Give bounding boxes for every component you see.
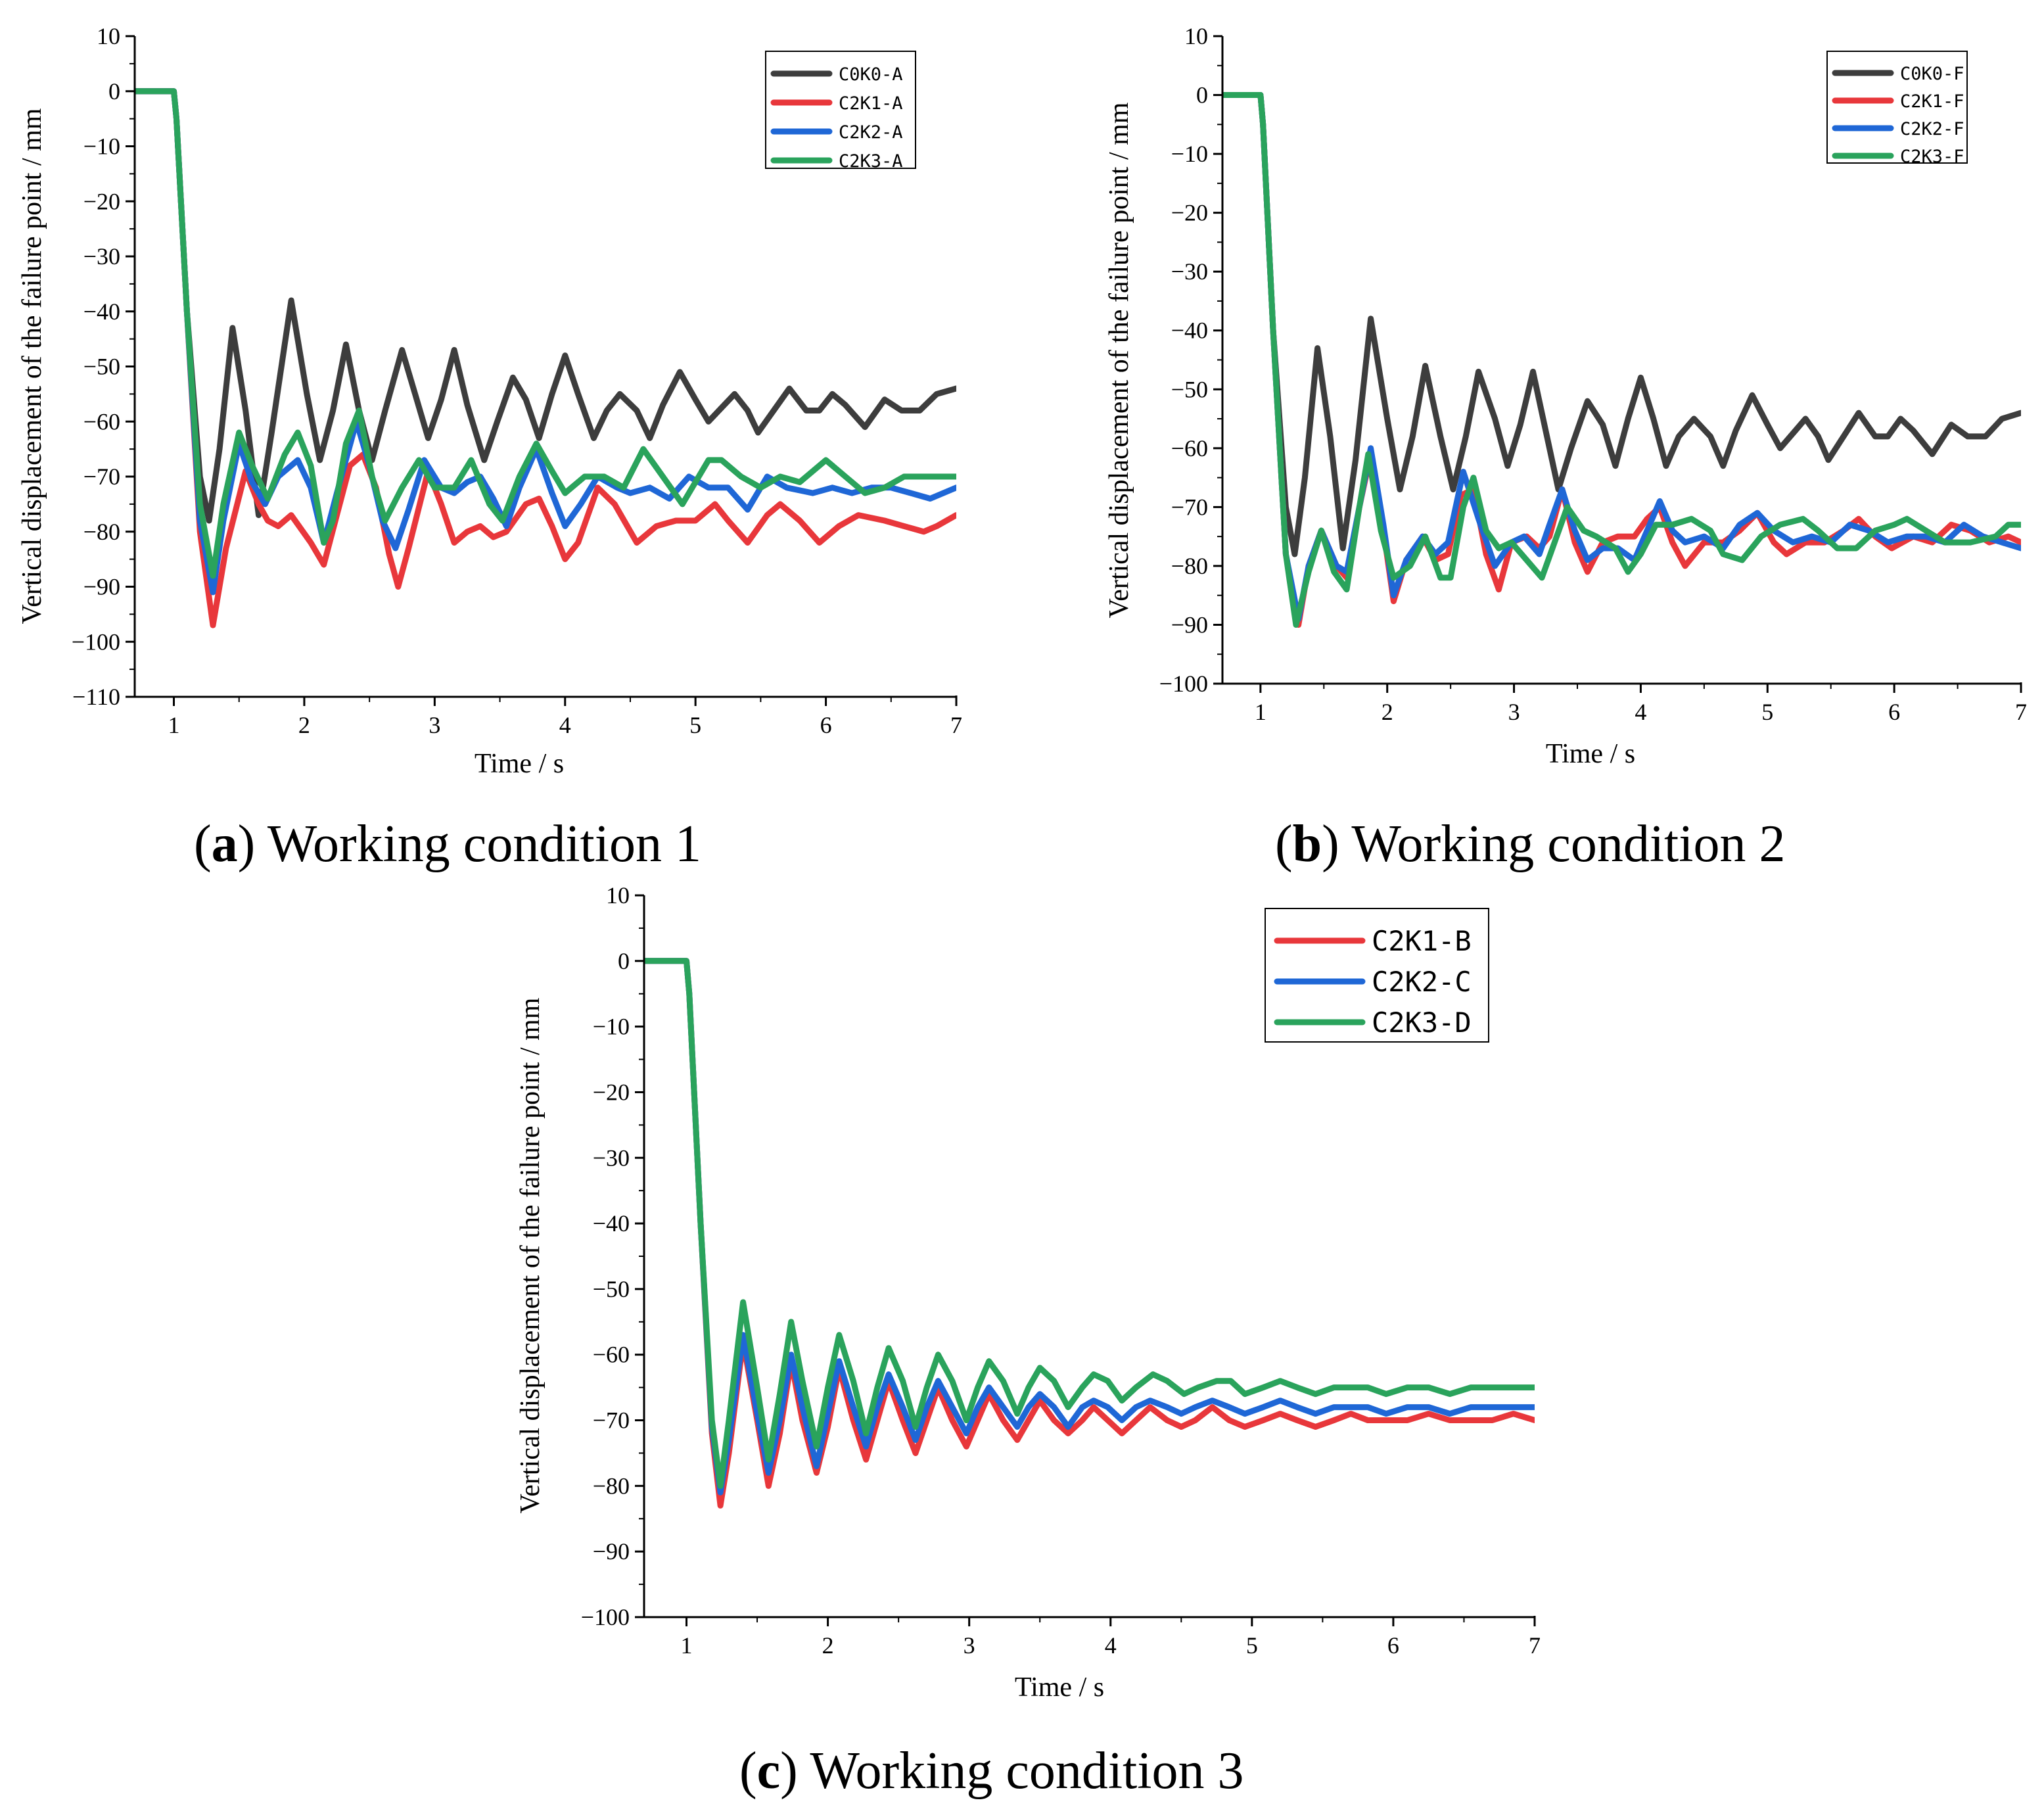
x-tick-label: 1	[168, 712, 180, 738]
y-axis-title: Vertical displacement of the failure poi…	[515, 997, 546, 1513]
x-tick-label: 2	[822, 1632, 834, 1659]
caption-b: (b) Working condition 2	[1275, 815, 1786, 873]
y-tick-label: −30	[1171, 258, 1208, 285]
y-tick-label: −30	[83, 243, 120, 270]
x-tick-label: 4	[559, 712, 571, 738]
y-axis-title: Vertical displacement of the failure poi…	[1104, 102, 1134, 618]
caption-a: (a) Working condition 1	[194, 815, 701, 873]
caption-c: (c) Working condition 3	[739, 1742, 1244, 1800]
y-tick-label: −40	[1171, 318, 1208, 344]
x-axis-title: Time / s	[1015, 1672, 1104, 1703]
y-tick-label: −70	[593, 1407, 630, 1434]
y-tick-label: −80	[83, 519, 120, 545]
series-line-C2K2-A	[135, 88, 956, 596]
x-tick-label: 7	[950, 712, 962, 738]
x-tick-label: 2	[1382, 699, 1393, 725]
y-tick-label: 0	[618, 948, 630, 974]
legend-box	[1826, 51, 1968, 164]
y-tick-label: −10	[83, 133, 120, 160]
series-line-C2K1-A	[135, 88, 956, 628]
legend-label: C2K2-F	[1900, 119, 1964, 139]
x-tick-label: 7	[2015, 699, 2027, 725]
y-tick-label: −20	[1171, 200, 1208, 226]
y-tick-label: −100	[581, 1604, 630, 1630]
series-group	[644, 958, 1535, 1509]
x-tick-label: 4	[1105, 1632, 1117, 1659]
series-line-C2K3-A	[135, 88, 956, 579]
y-tick-label: −40	[593, 1210, 630, 1237]
series-line-C2K2-C	[644, 958, 1535, 1496]
legend: C0K0-F C2K1-F C2K2-F C2K3-F	[1826, 51, 1968, 167]
series-line-C2K3-F	[1222, 92, 2021, 628]
legend-label: C2K3-A	[839, 151, 903, 172]
legend-label: C0K0-A	[839, 64, 903, 85]
legend-label: C0K0-F	[1900, 64, 1964, 84]
x-tick-label: 3	[964, 1632, 975, 1659]
x-tick-label: 1	[681, 1632, 693, 1659]
x-tick-label: 6	[1888, 699, 1900, 725]
series-line-C0K0-A	[135, 88, 956, 524]
y-tick-label: −90	[593, 1538, 630, 1565]
y-tick-label: −20	[593, 1079, 630, 1105]
y-tick-label: 10	[606, 882, 630, 908]
y-tick-label: −60	[83, 408, 120, 435]
y-tick-label: −80	[593, 1473, 630, 1499]
series-line-C0K0-F	[1222, 92, 2021, 557]
chart-panel-b: 10 0 −10 −20 −30 −40 −50 −60 −70 −80 −90 −100 1 2 3 4 5 6…	[1104, 23, 2027, 769]
y-tick-label: −50	[83, 354, 120, 380]
y-tick-label: −110	[72, 684, 120, 710]
y-tick-label: −100	[1159, 671, 1208, 697]
y-tick-label: −70	[1171, 494, 1208, 520]
y-tick-label: −60	[1171, 435, 1208, 461]
series-group	[1222, 92, 2021, 628]
y-tick-label: −10	[1171, 141, 1208, 167]
legend-label: C2K2-C	[1372, 966, 1472, 998]
y-tick-label: −50	[1171, 376, 1208, 402]
legend-label: C2K1-B	[1372, 925, 1472, 957]
y-tick-label: −80	[1171, 553, 1208, 579]
y-tick-label: −100	[72, 628, 120, 655]
legend-label: C2K3-D	[1372, 1006, 1472, 1039]
y-tick-label: 0	[108, 78, 120, 105]
y-tick-label: −60	[593, 1342, 630, 1368]
x-tick-label: 4	[1635, 699, 1646, 725]
series-group	[135, 88, 956, 628]
y-tick-label: −30	[593, 1144, 630, 1171]
chart-panel-c: 10 0 −10 −20 −30 −40 −50 −60 −70 −80 −90 −100 1 2 3 4 5 6…	[515, 882, 1541, 1703]
y-tick-label: 10	[1184, 23, 1208, 49]
x-tick-label: 6	[1387, 1632, 1399, 1659]
y-tick-label: 10	[97, 23, 120, 49]
x-tick-label: 6	[820, 712, 832, 738]
y-tick-label: −50	[593, 1276, 630, 1302]
x-tick-label: 5	[1761, 699, 1773, 725]
x-tick-label: 1	[1255, 699, 1266, 725]
legend: C2K1-B C2K2-C C2K3-D	[1265, 908, 1489, 1043]
x-tick-label: 2	[298, 712, 310, 738]
y-tick-label: −20	[83, 188, 120, 214]
y-tick-label: −10	[593, 1014, 630, 1040]
legend: C0K0-A C2K1-A C2K2-A C2K3-A	[765, 51, 916, 172]
series-line-C2K2-F	[1222, 92, 2021, 622]
x-axis-title: Time / s	[475, 749, 564, 779]
legend-label: C2K2-A	[839, 122, 903, 143]
x-tick-label: 3	[1508, 699, 1520, 725]
x-tick-label: 3	[429, 712, 440, 738]
y-tick-label: −90	[83, 574, 120, 600]
chart-panel-a: 10 0 −10 −20 −30 −40 −50 −60 −70 −80 −90 −100 −110 1 2…	[17, 23, 962, 779]
legend-label: C2K3-F	[1900, 147, 1964, 167]
y-axis-title: Vertical displacement of the failure poi…	[17, 108, 47, 624]
y-tick-label: −40	[83, 298, 120, 325]
series-line-C2K3-D	[644, 958, 1535, 1489]
legend-label: C2K1-F	[1900, 91, 1964, 112]
y-tick-label: −90	[1171, 611, 1208, 638]
y-tick-label: 0	[1196, 82, 1208, 108]
x-axis-title: Time / s	[1546, 739, 1635, 769]
x-tick-label: 5	[1246, 1632, 1258, 1659]
legend-label: C2K1-A	[839, 93, 903, 114]
x-tick-label: 5	[689, 712, 701, 738]
y-tick-label: −70	[83, 463, 120, 490]
x-tick-label: 7	[1529, 1632, 1541, 1659]
